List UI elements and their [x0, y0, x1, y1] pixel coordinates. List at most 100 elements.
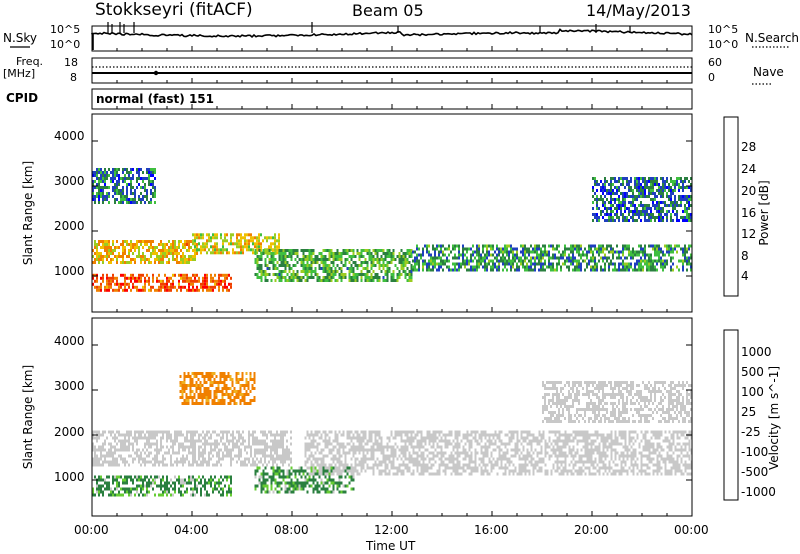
velocity-cell: [344, 454, 347, 458]
power-cell: [386, 255, 389, 258]
velocity-cell: [162, 457, 164, 461]
power-cell: [204, 276, 206, 280]
power-cell: [562, 250, 564, 254]
power-cell: [632, 219, 634, 222]
power-cell: [490, 268, 492, 272]
velocity-cell: [216, 463, 218, 467]
power-cell: [636, 259, 638, 263]
power-cell: [158, 273, 160, 277]
power-cell: [162, 282, 164, 286]
velocity-cell: [148, 430, 150, 434]
velocity-cell: [110, 451, 112, 455]
velocity-cell: [118, 439, 120, 443]
power-cell: [604, 265, 606, 269]
velocity-cell: [94, 454, 96, 458]
velocity-cell: [412, 451, 415, 455]
velocity-cell: [142, 481, 144, 485]
power-cell: [406, 249, 409, 252]
velocity-cell: [186, 457, 188, 461]
power-cell: [308, 258, 311, 261]
power-cell: [642, 186, 644, 189]
power-cell: [256, 242, 258, 246]
velocity-cell: [284, 433, 286, 437]
power-cell: [682, 180, 684, 183]
velocity-cell: [162, 478, 164, 482]
velocity-cell: [414, 457, 417, 461]
velocity-cell: [500, 463, 503, 467]
power-cell: [220, 251, 222, 255]
velocity-cell: [240, 433, 242, 437]
velocity-cell: [414, 451, 417, 455]
velocity-cell: [264, 481, 267, 485]
velocity-cell: [280, 487, 283, 491]
power-cell: [614, 198, 616, 201]
power-cell: [174, 240, 176, 243]
power-cell: [496, 247, 498, 251]
velocity-cell: [470, 445, 473, 449]
velocity-cell: [288, 469, 291, 473]
power-cell: [448, 253, 450, 257]
velocity-cell: [240, 448, 242, 452]
power-cell: [214, 233, 216, 237]
power-cell: [218, 248, 220, 252]
velocity-cell: [148, 433, 150, 437]
velocity-cell: [244, 457, 246, 461]
velocity-cell: [352, 436, 355, 440]
velocity-cell: [350, 469, 353, 473]
power-cell: [176, 258, 178, 261]
power-cell: [106, 255, 108, 258]
velocity-cell: [294, 487, 297, 491]
velocity-cell: [212, 442, 214, 446]
power-cell: [606, 192, 608, 195]
velocity-cell: [410, 439, 413, 443]
velocity-cell: [200, 481, 202, 485]
velocity-cell: [458, 454, 461, 458]
power-cell: [104, 243, 106, 246]
power-cell: [422, 268, 424, 272]
power-cell: [418, 265, 420, 269]
velocity-cell: [276, 430, 278, 434]
power-cell: [160, 252, 162, 255]
power-cell: [632, 201, 634, 204]
velocity-cell: [306, 430, 309, 434]
power-cell: [636, 186, 638, 189]
velocity-cell: [276, 466, 279, 470]
power-cell: [682, 247, 684, 251]
velocity-cell: [190, 442, 192, 446]
power-cell: [598, 247, 600, 251]
power-cell: [674, 186, 676, 189]
power-cell: [102, 246, 104, 249]
velocity-cell: [492, 466, 495, 470]
velocity-cell: [164, 457, 166, 461]
power-cell: [182, 255, 184, 258]
power-cell: [638, 177, 640, 180]
velocity-cell: [430, 433, 433, 437]
power-cell: [608, 207, 610, 210]
power-cell: [606, 219, 608, 222]
power-cell: [178, 285, 180, 289]
velocity-cell: [178, 448, 180, 452]
power-cell: [290, 258, 293, 261]
velocity-cell: [154, 454, 156, 458]
power-cell: [444, 253, 446, 257]
power-cell: [106, 249, 108, 252]
velocity-cell: [414, 436, 417, 440]
power-cell: [554, 253, 556, 257]
power-cell: [504, 250, 506, 254]
velocity-cell: [336, 469, 339, 473]
velocity-cell: [350, 448, 353, 452]
velocity-cell: [162, 493, 164, 497]
velocity-cell: [444, 442, 447, 446]
power-cell: [168, 285, 170, 289]
power-cell: [144, 195, 146, 198]
velocity-cell: [150, 451, 152, 455]
power-cell: [176, 249, 178, 252]
power-cell: [340, 252, 343, 255]
power-cell: [668, 253, 670, 257]
power-cell: [680, 204, 682, 207]
power-cell: [686, 256, 688, 260]
velocity-cell: [468, 439, 471, 443]
power-cell: [458, 247, 460, 251]
velocity-cell: [474, 430, 477, 434]
power-cell: [512, 250, 514, 254]
